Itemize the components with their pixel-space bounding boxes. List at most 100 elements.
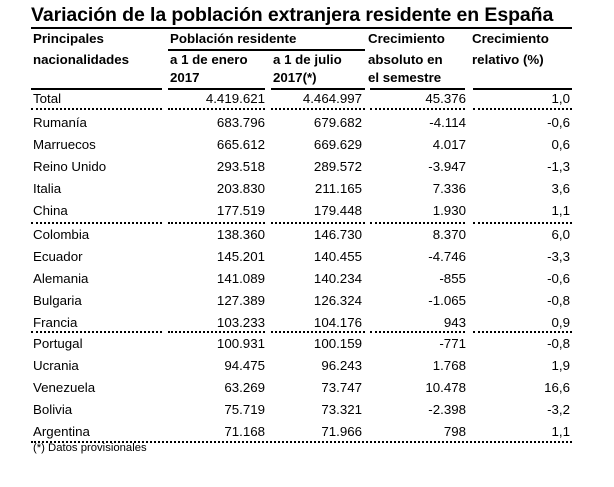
dotted-separator [31, 222, 162, 224]
cell-julio: 211.165 [314, 181, 362, 196]
table-row: Argentina 71.168 71.966 798 1,1 [0, 421, 614, 443]
cell-enero: 177.519 [216, 203, 265, 218]
dotted-bottom-rule [31, 441, 572, 443]
title-rule [31, 27, 572, 29]
cell-julio: 104.176 [313, 315, 362, 330]
header-rule-col2 [168, 88, 265, 90]
cell-rel: -1,3 [547, 159, 570, 174]
header-col2-line2: 2017 [170, 70, 200, 85]
cell-enero: 75.719 [224, 402, 265, 417]
cell-abs: 45.376 [425, 91, 466, 106]
cell-enero: 138.360 [216, 227, 265, 242]
cell-julio: 100.159 [313, 336, 362, 351]
cell-rel: 1,9 [551, 358, 571, 373]
cell-nationality: Reino Unido [33, 159, 107, 174]
cell-nationality: Italia [33, 181, 62, 196]
header-rule-col5 [473, 88, 572, 90]
header-rule-col4 [370, 88, 465, 90]
cell-enero: 94.475 [224, 358, 265, 373]
cell-rel: -3,3 [547, 249, 570, 264]
dotted-separator [31, 108, 162, 110]
cell-julio: 96.243 [321, 358, 362, 373]
cell-abs: -771 [439, 336, 466, 351]
dotted-separator [473, 331, 572, 333]
cell-nationality: Ecuador [33, 249, 83, 264]
cell-abs: 798 [443, 424, 466, 439]
cell-abs: -855 [439, 271, 466, 286]
table-row: Venezuela 63.269 73.747 10.478 16,6 [0, 377, 614, 399]
header-col5-line2: relativo (%) [472, 52, 544, 67]
table-row: Ecuador 145.201 140.455 -4.746 -3,3 [0, 246, 614, 268]
cell-rel: 16,6 [544, 380, 570, 395]
table-row: Marruecos 665.612 669.629 4.017 0,6 [0, 134, 614, 156]
cell-nationality: Portugal [33, 336, 83, 351]
cell-abs: -2.398 [428, 402, 466, 417]
table-row: Francia 103.233 104.176 943 0,9 [0, 312, 614, 334]
table-row: Portugal 100.931 100.159 -771 -0,8 [0, 333, 614, 355]
cell-enero: 141.089 [216, 271, 265, 286]
cell-enero: 203.830 [216, 181, 265, 196]
dotted-separator [370, 108, 465, 110]
dotted-separator [168, 108, 265, 110]
cell-rel: -0,6 [547, 271, 570, 286]
dotted-separator [370, 331, 465, 333]
cell-abs: 10.478 [425, 380, 466, 395]
dotted-separator [271, 108, 365, 110]
cell-nationality: Colombia [33, 227, 90, 242]
table-row: Ucrania 94.475 96.243 1.768 1,9 [0, 355, 614, 377]
table-row: Italia 203.830 211.165 7.336 3,6 [0, 178, 614, 200]
cell-rel: 1,1 [551, 424, 571, 439]
cell-julio: 179.448 [313, 203, 362, 218]
cell-rel: 0,6 [551, 137, 571, 152]
cell-rel: -0,6 [547, 115, 570, 130]
cell-rel: -0,8 [547, 336, 570, 351]
header-col5-line1: Crecimiento [472, 31, 549, 46]
dotted-separator [473, 222, 572, 224]
cell-julio: 140.455 [313, 249, 362, 264]
table-row-total: Total 4.419.621 4.464.997 45.376 1,0 [0, 88, 614, 110]
cell-enero: 103.233 [216, 315, 265, 330]
footnote: (*) Datos provisionales [33, 442, 147, 454]
dotted-separator [168, 222, 265, 224]
cell-nationality: China [33, 203, 68, 218]
header-rule-col3 [271, 88, 365, 90]
table-title: Variación de la población extranjera res… [31, 4, 554, 26]
header-col1-line2: nacionalidades [33, 52, 130, 67]
cell-abs: -4.114 [429, 115, 466, 130]
cell-rel: 1,1 [551, 203, 571, 218]
cell-abs: 8.370 [432, 227, 466, 242]
cell-rel: 1,0 [551, 91, 571, 106]
dotted-separator [168, 331, 265, 333]
header-group-poblacion: Población residente [170, 31, 297, 46]
dotted-separator [271, 331, 365, 333]
cell-abs: 7.336 [432, 181, 466, 196]
dotted-separator [271, 222, 365, 224]
cell-abs: -1.065 [428, 293, 466, 308]
cell-julio: 126.324 [313, 293, 362, 308]
cell-enero: 145.201 [216, 249, 265, 264]
table-row: Rumanía 683.796 679.682 -4.114 -0,6 [0, 112, 614, 134]
cell-rel: 6,0 [551, 227, 571, 242]
cell-enero: 683.796 [216, 115, 265, 130]
cell-abs: 1.930 [432, 203, 466, 218]
header-col4-line1: Crecimiento [368, 31, 445, 46]
cell-julio: 73.321 [321, 402, 362, 417]
dotted-separator [473, 108, 572, 110]
cell-nationality: Argentina [33, 424, 90, 439]
cell-rel: 3,6 [551, 181, 571, 196]
cell-enero: 293.518 [216, 159, 265, 174]
cell-julio: 4.464.997 [302, 91, 362, 106]
cell-nationality: Ucrania [33, 358, 79, 373]
table-row: Bulgaria 127.389 126.324 -1.065 -0,8 [0, 290, 614, 312]
cell-abs: -4.746 [428, 249, 466, 264]
cell-nationality: Alemania [33, 271, 89, 286]
cell-julio: 669.629 [313, 137, 362, 152]
cell-abs: 943 [443, 315, 466, 330]
cell-enero: 4.419.621 [205, 91, 265, 106]
cell-rel: -3,2 [547, 402, 570, 417]
cell-julio: 140.234 [313, 271, 362, 286]
header-col3-line1: a 1 de julio [273, 52, 342, 67]
cell-rel: -0,8 [547, 293, 570, 308]
table-row: Alemania 141.089 140.234 -855 -0,6 [0, 268, 614, 290]
cell-julio: 71.966 [321, 424, 362, 439]
